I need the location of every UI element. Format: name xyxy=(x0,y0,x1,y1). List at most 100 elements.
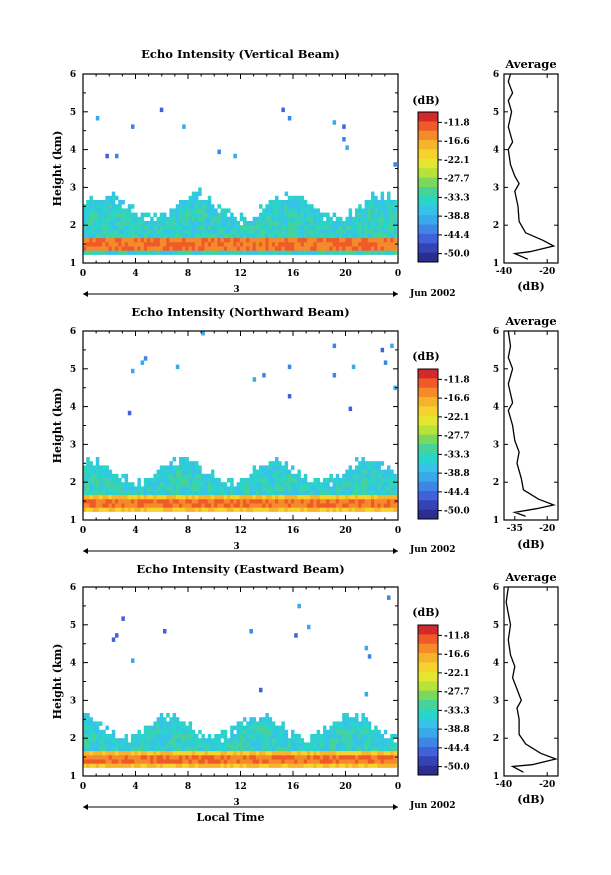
heatmap-cell xyxy=(198,465,202,470)
heatmap-cell xyxy=(227,507,231,512)
heatmap-cell xyxy=(172,208,177,213)
heatmap-cell xyxy=(153,490,157,496)
heatmap-cell xyxy=(207,763,212,768)
heatmap-cell xyxy=(102,200,106,205)
heatmap-cell xyxy=(351,473,356,479)
colorbar: -11.8-16.6-22.1-27.7-33.3-38.8-44.4-50.0 xyxy=(417,111,470,263)
heatmap-cell xyxy=(156,729,161,735)
heatmap-cell xyxy=(339,746,343,752)
heatmap-cell xyxy=(118,763,122,768)
heatmap-cell xyxy=(211,486,215,491)
heatmap-cell xyxy=(179,246,183,251)
heatmap-cell xyxy=(217,225,221,230)
heatmap-cell xyxy=(335,229,340,234)
heatmap-cell xyxy=(204,208,209,213)
heatmap-cell xyxy=(287,478,292,483)
heatmap-cell xyxy=(316,490,321,496)
heatmap-cell xyxy=(291,482,295,487)
heatmap-cell xyxy=(367,725,372,731)
heatmap-cell xyxy=(95,250,100,255)
heatmap-cell xyxy=(355,225,359,230)
heatmap-cell xyxy=(374,204,378,209)
colorbar-swatch xyxy=(418,149,438,160)
heatmap-cell xyxy=(118,250,122,255)
heatmap-cell xyxy=(342,763,346,768)
heatmap-cell xyxy=(387,742,391,747)
heatmap-cell xyxy=(105,195,109,201)
heatmap-cell xyxy=(367,200,372,205)
heatmap-cell xyxy=(159,221,164,226)
heatmap-cell xyxy=(233,221,237,226)
heatmap-cell xyxy=(111,490,116,496)
heatmap-cell xyxy=(95,742,100,747)
heatmap-cell xyxy=(92,721,97,726)
heatmap-cell xyxy=(191,216,196,222)
colorbar-swatch xyxy=(418,746,438,757)
heatmap-cell xyxy=(355,503,359,508)
heatmap-cell xyxy=(175,246,180,251)
heatmap-cell xyxy=(137,482,141,487)
colorbar-tick-label: -11.8 xyxy=(444,118,470,128)
heatmap-cell xyxy=(316,494,321,500)
heatmap-cell xyxy=(166,225,170,230)
heatmap-cell xyxy=(217,490,221,496)
heatmap-cell xyxy=(294,212,298,218)
heatmap-cell xyxy=(374,208,378,213)
heatmap-cell xyxy=(383,507,388,512)
heatmap-cell xyxy=(102,229,106,234)
heatmap-cell xyxy=(323,482,327,487)
heatmap-cell xyxy=(335,233,340,239)
heatmap-cell xyxy=(188,734,193,739)
heatmap-cell xyxy=(377,233,381,239)
heatmap-cell xyxy=(345,499,349,504)
heatmap-cell xyxy=(278,507,282,512)
heatmap-cell xyxy=(380,347,385,353)
heatmap-cell xyxy=(387,746,391,752)
heatmap-cell xyxy=(99,742,103,747)
heatmap-cell xyxy=(351,507,356,512)
colorbar-tick-label: -11.8 xyxy=(444,631,470,641)
heatmap-cell xyxy=(92,465,97,470)
heatmap-cell xyxy=(198,763,202,768)
heatmap-cell xyxy=(191,191,196,197)
heatmap-cell xyxy=(115,195,119,201)
heatmap-cell xyxy=(172,465,177,470)
heatmap-cell xyxy=(150,229,154,234)
heatmap-cell xyxy=(140,746,145,752)
heatmap-cell xyxy=(147,503,151,508)
heatmap-cell xyxy=(166,738,170,743)
heatmap-cell xyxy=(147,225,151,230)
heatmap-cell xyxy=(83,734,87,739)
heatmap-cell xyxy=(92,233,97,239)
heatmap-cell xyxy=(185,246,189,251)
heatmap-cell xyxy=(102,225,106,230)
heatmap-cell xyxy=(99,216,103,222)
heatmap-cell xyxy=(361,229,365,234)
heatmap-cell xyxy=(284,208,289,213)
heatmap-cell xyxy=(134,242,138,247)
heatmap-cell xyxy=(371,750,375,756)
colorbar-swatch xyxy=(418,718,438,729)
heatmap-cell xyxy=(367,216,372,222)
heatmap-cell xyxy=(223,755,228,760)
heatmap-cell xyxy=(220,499,225,504)
heatmap-cell xyxy=(121,490,125,496)
heatmap-cell xyxy=(351,469,356,475)
heatmap-cell xyxy=(246,734,250,739)
heatmap-cell xyxy=(326,242,330,247)
heatmap-cell xyxy=(367,721,372,726)
heatmap-cell xyxy=(300,742,305,747)
heatmap-cell xyxy=(99,746,103,752)
heatmap-cell xyxy=(255,250,260,255)
heatmap-cell xyxy=(393,759,397,764)
heatmap-cell xyxy=(284,233,289,239)
heatmap-cell xyxy=(95,734,100,739)
heatmap-cell xyxy=(361,208,365,213)
heatmap-cell xyxy=(195,204,199,209)
heatmap-cell xyxy=(204,473,209,479)
heatmap-cell xyxy=(230,742,234,747)
heatmap-cell xyxy=(108,216,113,222)
heatmap-cell xyxy=(95,237,100,243)
heatmap-cell xyxy=(182,763,186,768)
heatmap-cell xyxy=(262,465,266,470)
